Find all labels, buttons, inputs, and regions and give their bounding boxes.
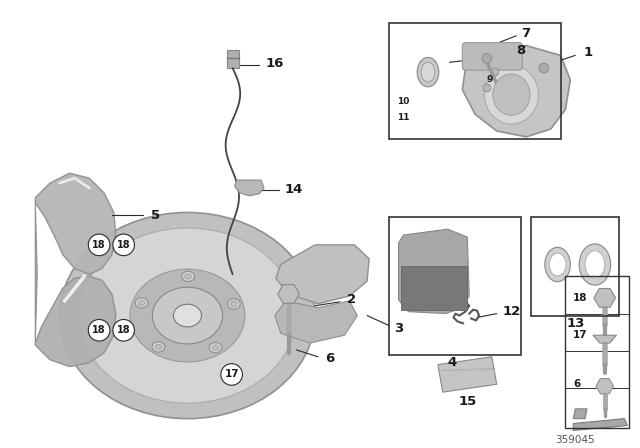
Text: 7: 7 xyxy=(521,27,531,40)
Text: 11: 11 xyxy=(397,113,409,122)
FancyBboxPatch shape xyxy=(462,43,522,70)
Text: 13: 13 xyxy=(566,317,584,330)
Ellipse shape xyxy=(152,287,223,344)
Bar xyxy=(227,51,239,68)
Ellipse shape xyxy=(493,74,530,115)
Text: 3: 3 xyxy=(394,322,403,335)
Ellipse shape xyxy=(585,251,605,278)
Polygon shape xyxy=(276,245,369,304)
Ellipse shape xyxy=(182,271,195,281)
Ellipse shape xyxy=(579,244,611,285)
Text: 18: 18 xyxy=(573,293,588,303)
Ellipse shape xyxy=(417,57,439,87)
Ellipse shape xyxy=(130,269,245,362)
Ellipse shape xyxy=(152,342,164,352)
Polygon shape xyxy=(462,46,570,137)
Ellipse shape xyxy=(156,345,161,349)
Ellipse shape xyxy=(227,299,240,309)
Ellipse shape xyxy=(185,274,191,279)
Polygon shape xyxy=(573,418,627,431)
Circle shape xyxy=(113,234,134,256)
Text: 6: 6 xyxy=(325,352,334,365)
Circle shape xyxy=(491,68,499,76)
Polygon shape xyxy=(35,276,116,366)
Ellipse shape xyxy=(230,302,237,306)
Polygon shape xyxy=(573,409,587,418)
Text: 14: 14 xyxy=(285,183,303,196)
Text: 8: 8 xyxy=(516,44,525,57)
Circle shape xyxy=(483,54,491,62)
Ellipse shape xyxy=(135,298,148,308)
Bar xyxy=(566,276,629,428)
Text: 15: 15 xyxy=(458,396,476,409)
Bar xyxy=(531,217,620,315)
Text: 16: 16 xyxy=(266,57,284,70)
Text: 5: 5 xyxy=(151,209,160,222)
Ellipse shape xyxy=(138,300,145,306)
Circle shape xyxy=(539,63,548,73)
Bar xyxy=(401,267,467,310)
Ellipse shape xyxy=(173,304,202,327)
Text: 359045: 359045 xyxy=(556,435,595,445)
Polygon shape xyxy=(399,229,469,314)
Text: 2: 2 xyxy=(348,293,356,306)
Text: 6: 6 xyxy=(573,379,580,389)
Ellipse shape xyxy=(545,247,570,282)
Circle shape xyxy=(483,84,491,92)
Ellipse shape xyxy=(484,65,538,124)
Text: 4: 4 xyxy=(448,356,457,369)
Circle shape xyxy=(88,234,110,256)
Polygon shape xyxy=(235,180,264,196)
Polygon shape xyxy=(275,301,357,343)
Circle shape xyxy=(88,319,110,341)
Ellipse shape xyxy=(79,228,296,403)
Ellipse shape xyxy=(549,253,566,276)
Text: 10: 10 xyxy=(397,97,409,106)
Text: 1: 1 xyxy=(583,46,592,59)
Circle shape xyxy=(482,53,492,63)
Text: 12: 12 xyxy=(502,305,521,318)
Text: 18: 18 xyxy=(117,240,131,250)
Ellipse shape xyxy=(212,345,219,350)
Ellipse shape xyxy=(209,342,222,353)
Text: 18: 18 xyxy=(92,240,106,250)
Ellipse shape xyxy=(421,62,435,82)
Ellipse shape xyxy=(60,212,315,418)
Text: 17: 17 xyxy=(573,330,588,340)
Polygon shape xyxy=(438,357,497,392)
Text: 17: 17 xyxy=(225,370,239,379)
Text: 18: 18 xyxy=(117,325,131,335)
Bar xyxy=(388,23,561,139)
Polygon shape xyxy=(35,202,37,343)
Polygon shape xyxy=(593,335,616,343)
Text: 9: 9 xyxy=(487,75,493,84)
Bar xyxy=(388,217,521,355)
Text: 18: 18 xyxy=(92,325,106,335)
Circle shape xyxy=(113,319,134,341)
Polygon shape xyxy=(35,173,116,274)
Circle shape xyxy=(221,364,243,385)
